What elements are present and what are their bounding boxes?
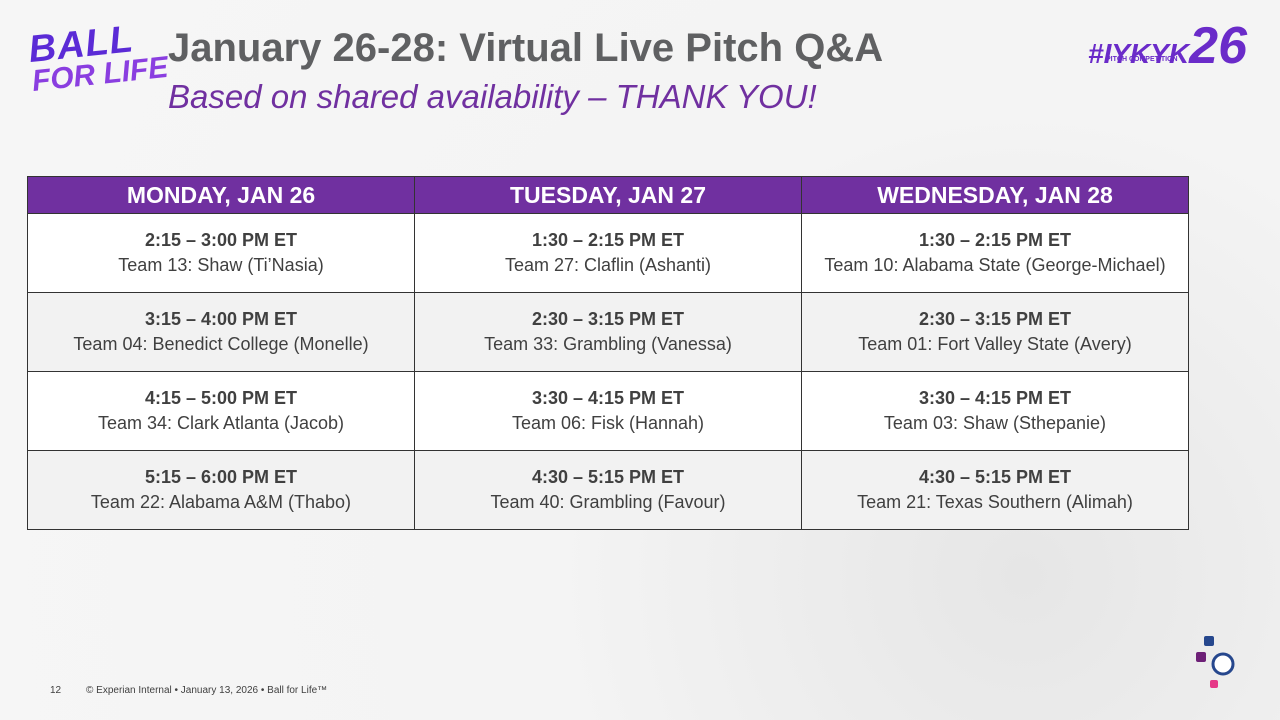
logo-square <box>1210 680 1218 688</box>
logo-square <box>1204 636 1214 646</box>
team-name: Team 04: Benedict College (Monelle) <box>73 334 369 354</box>
table-cell: 3:30 – 4:15 PM ET Team 03: Shaw (Sthepani… <box>801 371 1189 451</box>
table-cell: 2:15 – 3:00 PM ET Team 13: Shaw (Ti’Nasia… <box>27 213 415 293</box>
time-slot: 4:30 – 5:15 PM ET <box>918 467 1072 487</box>
title: January 26-28: Virtual Live Pitch Q&A <box>168 26 884 70</box>
column-header: WEDNESDAY, JAN 28 <box>801 176 1189 214</box>
table-cell: 4:30 – 5:15 PM ET Team 21: Texas Southern… <box>801 450 1189 530</box>
experian-logo <box>1196 636 1235 688</box>
table-cell: 4:15 – 5:00 PM ET Team 34: Clark Atlanta … <box>27 371 415 451</box>
time-slot: 2:15 – 3:00 PM ET <box>144 230 298 250</box>
time-slot: 1:30 – 2:15 PM ET <box>918 230 1072 250</box>
team-name: Team 27: Claflin (Ashanti) <box>504 255 712 275</box>
header-row: MONDAY, JAN 26 TUESDAY, JAN 27 WEDNESDAY, … <box>27 176 1189 214</box>
table-row: 2:15 – 3:00 PM ET Team 13: Shaw (Ti’Nasia… <box>27 213 1189 293</box>
logo-caption: PITCH COMPETITION <box>1106 56 1178 63</box>
table-body: 2:15 – 3:00 PM ET Team 13: Shaw (Ti’Nasia… <box>27 213 1189 530</box>
team-name: Team 34: Clark Atlanta (Jacob) <box>97 413 345 433</box>
team-name: Team 06: Fisk (Hannah) <box>511 413 705 433</box>
team-name: Team 21: Texas Southern (Alimah) <box>857 492 1133 512</box>
table-cell: 2:30 – 3:15 PM ET Team 01: Fort Valley St… <box>801 292 1189 372</box>
schedule-table: MONDAY, JAN 26 TUESDAY, JAN 27 WEDNESDAY, … <box>27 176 1189 530</box>
iykyk-logo: #IYKYK26 PITCH COMPETITION <box>1088 16 1247 76</box>
time-slot: 3:30 – 4:15 PM ET <box>531 388 685 408</box>
time-slot: 2:30 – 3:15 PM ET <box>918 309 1072 329</box>
table-cell: 1:30 – 2:15 PM ET Team 10: Alabama State … <box>801 213 1189 293</box>
table-row: 4:15 – 5:00 PM ET Team 34: Clark Atlanta … <box>27 371 1189 451</box>
column-header: MONDAY, JAN 26 <box>27 176 415 214</box>
logo-e <box>1211 652 1235 676</box>
team-name: Team 03: Shaw (Sthepanie) <box>883 413 1107 433</box>
team-name: Team 40: Grambling (Favour) <box>490 492 726 512</box>
time-slot: 2:30 – 3:15 PM ET <box>531 309 685 329</box>
page-number: 12 <box>50 685 62 696</box>
subtitle: Based on shared availability – THANK YOU… <box>168 78 817 115</box>
time-slot: 4:15 – 5:00 PM ET <box>144 388 298 408</box>
logo-square <box>1196 652 1206 662</box>
table-cell: 1:30 – 2:15 PM ET Team 27: Claflin (Ashan… <box>414 213 802 293</box>
team-name: Team 33: Grambling (Vanessa) <box>484 334 732 354</box>
table-row: 3:15 – 4:00 PM ET Team 04: Benedict Colle… <box>27 292 1189 372</box>
table-cell: 3:30 – 4:15 PM ET Team 06: Fisk (Hannah) <box>414 371 802 451</box>
logo-text: #IYKYK <box>1088 38 1190 69</box>
footer-text: © Experian Internal • January 13, 2026 •… <box>86 685 328 696</box>
team-name: Team 01: Fort Valley State (Avery) <box>858 334 1132 354</box>
table-cell: 4:30 – 5:15 PM ET Team 40: Grambling (Fav… <box>414 450 802 530</box>
column-header: TUESDAY, JAN 27 <box>414 176 802 214</box>
table-row: 5:15 – 6:00 PM ET Team 22: Alabama A&M (T… <box>27 450 1189 530</box>
time-slot: 5:15 – 6:00 PM ET <box>144 467 298 487</box>
team-name: Team 22: Alabama A&M (Thabo) <box>90 492 352 512</box>
team-name: Team 13: Shaw (Ti’Nasia) <box>118 255 324 275</box>
logo-text: 26 <box>1189 17 1247 75</box>
team-name: Team 10: Alabama State (George-Michael) <box>824 255 1166 275</box>
time-slot: 4:30 – 5:15 PM ET <box>531 467 685 487</box>
time-slot: 3:15 – 4:00 PM ET <box>144 309 298 329</box>
ball-for-life-logo: BALL FOR LIFE <box>27 18 170 98</box>
time-slot: 1:30 – 2:15 PM ET <box>531 230 685 250</box>
table-cell: 2:30 – 3:15 PM ET Team 33: Grambling (Van… <box>414 292 802 372</box>
table-cell: 3:15 – 4:00 PM ET Team 04: Benedict Colle… <box>27 292 415 372</box>
time-slot: 3:30 – 4:15 PM ET <box>918 388 1072 408</box>
table-cell: 5:15 – 6:00 PM ET Team 22: Alabama A&M (T… <box>27 450 415 530</box>
